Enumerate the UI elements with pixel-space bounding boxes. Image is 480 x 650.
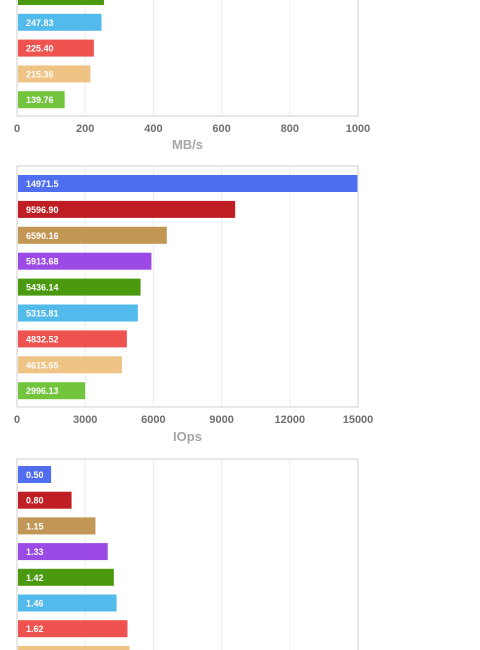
chart-2-bar-value-label: 2996.13 — [26, 386, 59, 396]
chart-2-x-tick-label: 12000 — [275, 414, 306, 426]
chart-3-bar-value-label: 1.62 — [26, 624, 44, 634]
chart-1-x-tick-label: 1000 — [346, 123, 370, 135]
chart-1-x-tick-label: 800 — [281, 123, 299, 135]
chart-2-bar-value-label: 4615.65 — [26, 360, 59, 370]
chart-1-x-tick-label: 400 — [144, 123, 162, 135]
chart-2-x-tick-label: 0 — [14, 414, 20, 426]
chart-2-bar-value-label: 5436.14 — [26, 283, 59, 293]
chart-2-bar — [18, 200, 236, 218]
chart-2-bar — [18, 356, 122, 374]
chart-1-bar-value-label: 225.40 — [26, 44, 54, 54]
chart-1-bar — [18, 39, 94, 57]
chart-2-bar-value-label: 4832.52 — [26, 334, 59, 344]
chart-3-bar — [18, 543, 108, 561]
chart-3-bar — [18, 517, 96, 535]
chart-3-bar — [18, 620, 128, 638]
chart-1-bar-value-label: 247.83 — [26, 18, 54, 28]
chart-1-bar-value-label: 139.76 — [26, 95, 54, 105]
chart-1-bar — [18, 0, 104, 5]
chart-3-frame — [16, 458, 359, 650]
chart-3-bar — [18, 645, 130, 650]
chart-2-bar — [18, 278, 141, 296]
chart-1-frame — [16, 0, 359, 117]
chart-2-bar — [18, 330, 127, 348]
chart-1-x-axis-label: MB/s — [172, 137, 203, 152]
chart-3-bar-value-label: 1.33 — [26, 547, 44, 557]
chart-2-x-axis-label: IOps — [173, 429, 202, 444]
chart-1-bar-value-label: 215.36 — [26, 69, 54, 79]
chart-2-bar — [18, 226, 167, 244]
chart-1-bar — [18, 91, 65, 109]
chart-3-bar-value-label: 1.46 — [26, 599, 44, 609]
chart-2-x-tick-label: 3000 — [73, 414, 97, 426]
chart-3-bar-value-label: 1.42 — [26, 573, 44, 583]
chart-3-bar — [18, 491, 72, 509]
chart-3-bar-value-label: 1.15 — [26, 521, 44, 531]
chart-2-x-tick-label: 6000 — [141, 414, 165, 426]
chart-1-bar — [18, 13, 102, 31]
chart-3-bar — [18, 568, 114, 586]
chart-3-bar — [18, 594, 117, 612]
chart-2-x-tick-label: 15000 — [343, 414, 374, 426]
chart-2-bar — [18, 175, 358, 192]
chart-3-bar-value-label: 0.50 — [26, 470, 44, 480]
chart-2-bar-value-label: 5315.81 — [26, 309, 59, 319]
chart-2-bar — [18, 382, 86, 400]
chart-2-bar — [18, 252, 152, 270]
chart-1-x-tick-label: 600 — [212, 123, 230, 135]
chart-2-frame — [16, 165, 359, 408]
chart-1-x-tick-label: 0 — [14, 123, 20, 135]
chart-2-bar — [18, 304, 138, 322]
chart-2-bar-value-label: 9596.90 — [26, 205, 59, 215]
chart-1-bar — [18, 65, 91, 83]
chart-3-bar-value-label: 0.80 — [26, 496, 44, 506]
chart-2-bar-value-label: 14971.5 — [26, 179, 59, 189]
chart-2-bar-value-label: 5913.68 — [26, 257, 59, 267]
chart-2-x-tick-label: 9000 — [209, 414, 233, 426]
chart-1-x-tick-label: 200 — [76, 123, 94, 135]
chart-2-bar-value-label: 6590.16 — [26, 231, 59, 241]
chart-3-bar — [18, 466, 52, 483]
